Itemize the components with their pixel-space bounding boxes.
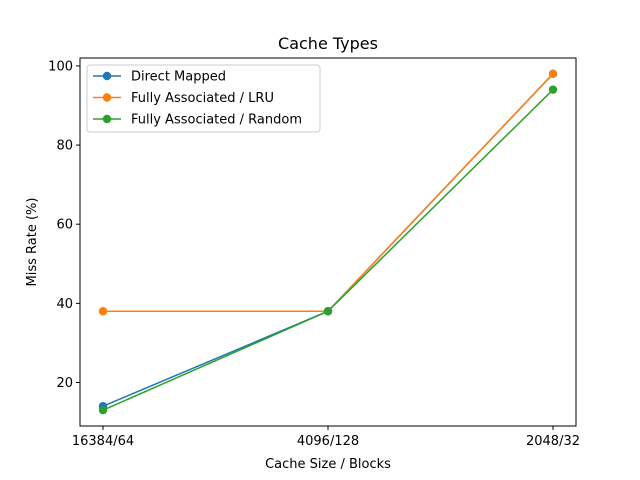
legend-label: Fully Associated / LRU (131, 91, 274, 106)
y-tick-label: 80 (56, 139, 73, 154)
data-point (98, 307, 108, 316)
y-axis-ticks: 20 40 60 80 100 (48, 59, 80, 391)
series-fully-associated-random (98, 85, 558, 415)
x-tick-label: 2048/32 (526, 434, 580, 449)
legend-label: Fully Associated / Random (131, 113, 302, 128)
chart-title: Cache Types (278, 34, 378, 53)
series-layer (98, 69, 558, 415)
legend-entry: Fully Associated / Random (93, 113, 302, 128)
x-axis-ticks: 16384/64 4096/128 2048/32 (72, 426, 580, 449)
legend-box (86, 64, 321, 133)
y-tick-label: 60 (56, 218, 73, 233)
x-axis-label: Cache Size / Blocks (265, 457, 391, 472)
x-tick-label: 16384/64 (72, 434, 134, 449)
legend-marker-swatch (102, 93, 112, 102)
legend-entry: Direct Mapped (93, 70, 226, 85)
data-point (323, 307, 333, 316)
data-point (98, 405, 108, 415)
legend-marker-swatch (102, 71, 112, 81)
legend: Direct Mapped Fully Associated / LRU Fully… (86, 64, 321, 133)
data-point (548, 69, 558, 79)
x-tick-label: 4096/128 (297, 434, 359, 449)
legend-marker-swatch (102, 114, 112, 124)
legend-entry: Fully Associated / LRU (93, 91, 274, 106)
data-point (548, 85, 558, 94)
y-tick-label: 40 (56, 297, 73, 312)
y-tick-label: 100 (48, 59, 73, 74)
legend-label: Direct Mapped (131, 70, 226, 85)
y-tick-label: 20 (56, 376, 73, 391)
y-axis-label: Miss Rate (%) (25, 198, 40, 287)
